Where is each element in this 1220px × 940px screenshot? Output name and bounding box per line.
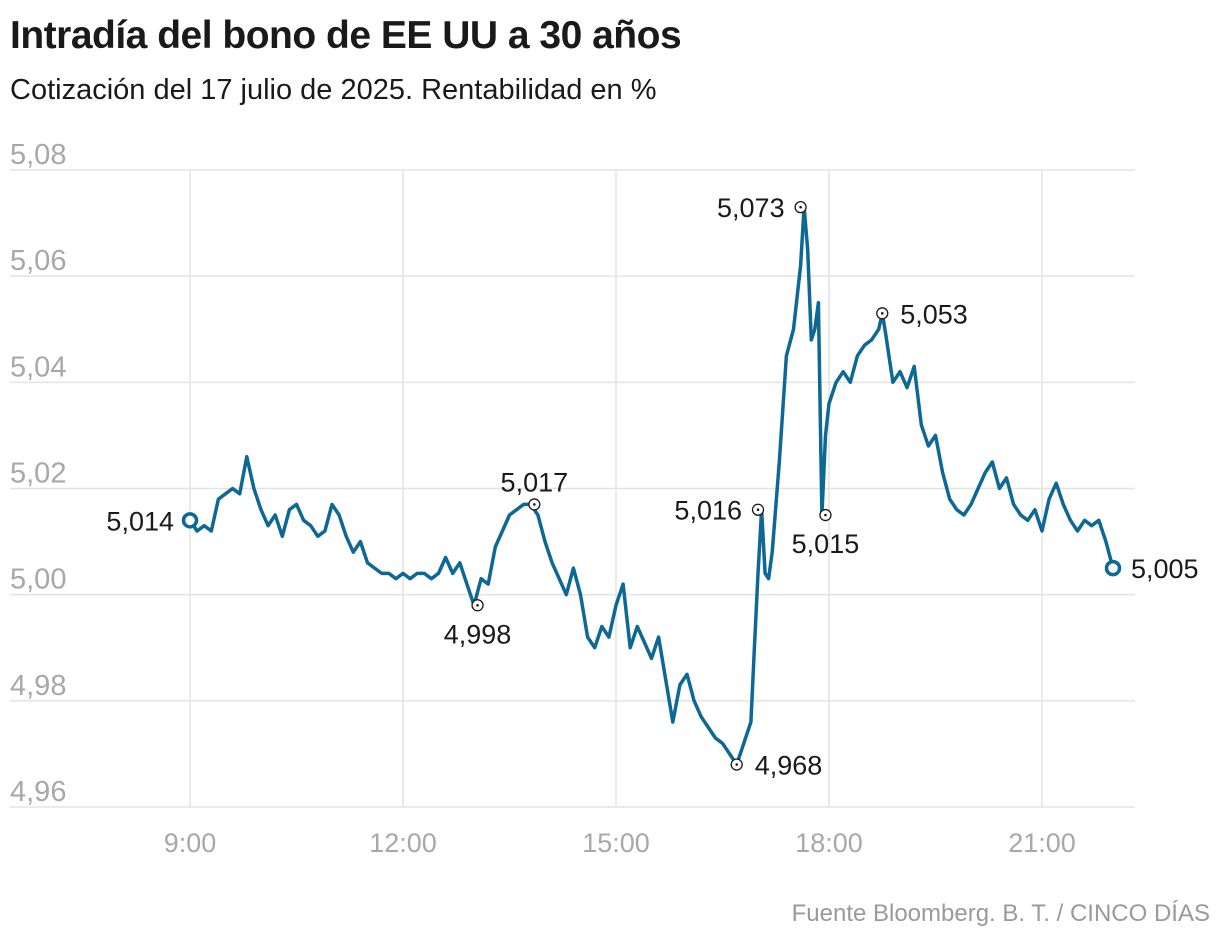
grid-layer — [10, 169, 1135, 808]
point-marker-dot — [880, 312, 884, 315]
series-layer — [188, 205, 1115, 767]
data-label: 5,053 — [900, 299, 968, 329]
y-tick-label: 5,06 — [10, 245, 66, 277]
y-tick-label: 5,02 — [10, 458, 66, 490]
data-label: 4,968 — [755, 751, 823, 781]
data-label: 5,014 — [106, 506, 174, 536]
data-label: 5,015 — [792, 529, 860, 559]
data-label: 5,005 — [1131, 554, 1199, 584]
y-tick-label: 4,96 — [10, 776, 66, 808]
x-tick-label: 21:00 — [1008, 828, 1076, 858]
y-tick-label: 5,04 — [10, 351, 66, 383]
point-marker-dot — [824, 513, 827, 517]
x-tick-label: 9:00 — [164, 828, 217, 858]
chart-title: Intradía del bono de EE UU a 30 años — [10, 14, 682, 57]
data-label: 4,998 — [444, 619, 512, 649]
data-label: 5,017 — [501, 467, 569, 497]
x-tick-label: 18:00 — [795, 828, 863, 858]
data-label: 5,073 — [717, 193, 785, 223]
source-credit: Fuente Bloomberg. B. T. / CINCO DÍAS — [791, 900, 1210, 927]
x-tick-label: 12:00 — [369, 828, 437, 858]
point-marker-dot — [756, 508, 760, 512]
endpoint-marker — [1104, 559, 1122, 577]
point-marker-dot — [533, 503, 536, 506]
chart-subtitle: Cotización del 17 julio de 2025. Rentabi… — [10, 74, 657, 106]
x-tick-label: 15:00 — [582, 828, 650, 858]
y-tick-label: 5,08 — [10, 139, 66, 171]
endpoint-marker — [181, 512, 199, 529]
y-tick-label: 4,98 — [10, 670, 66, 702]
point-marker-dot — [476, 603, 479, 607]
annotation-layer: 5,014 4,998 5,017 4,968 5,016 5,073 5,015 5,053… — [106, 193, 1198, 780]
y-tick-label: 5,00 — [10, 564, 66, 596]
axis-layer: 9:00 12:00 15:00 18:00 21:00 5,08 5,06 5,04 5,02… — [10, 139, 1076, 858]
data-label: 5,016 — [674, 496, 742, 526]
series-line — [188, 205, 1115, 767]
point-marker-dot — [735, 763, 738, 766]
point-marker-dot — [799, 205, 802, 209]
